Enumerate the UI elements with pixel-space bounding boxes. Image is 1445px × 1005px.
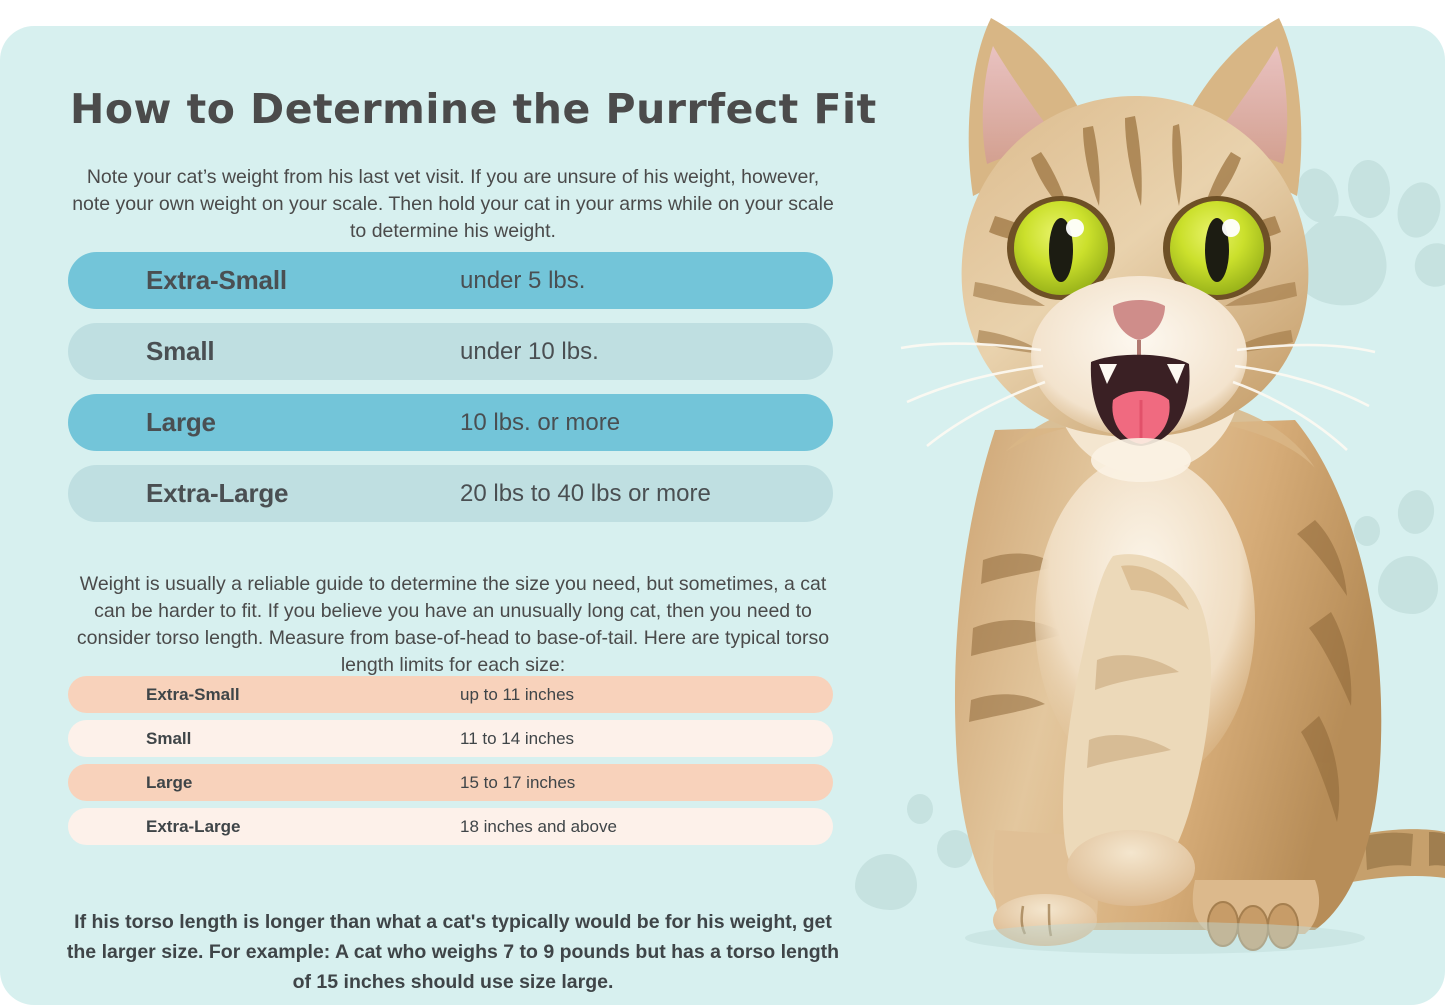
size-label: Extra-Small — [146, 265, 287, 295]
size-label: Extra-Large — [146, 816, 241, 836]
size-value: 11 to 14 inches — [460, 728, 575, 748]
size-label: Large — [146, 407, 216, 437]
size-label: Extra-Small — [146, 684, 240, 704]
intro-paragraph: Note your cat’s weight from his last vet… — [72, 165, 834, 242]
table-row: Extra-Small under 5 lbs. — [68, 252, 833, 309]
size-label: Large — [146, 772, 193, 792]
table-row: Extra-Large 20 lbs to 40 lbs or more — [68, 465, 833, 522]
size-value: 10 lbs. or more — [460, 408, 621, 436]
page-title: How to Determine the Purrfect Fit — [70, 85, 877, 134]
size-label: Small — [146, 336, 215, 366]
table-row: Large 10 lbs. or more — [68, 394, 833, 451]
size-label: Small — [146, 728, 192, 748]
size-value: up to 11 inches — [460, 684, 575, 704]
table-row: Large 15 to 17 inches — [68, 764, 833, 801]
table-row: Extra-Large 18 inches and above — [68, 808, 833, 845]
footer-paragraph: If his torso length is longer than what … — [66, 910, 840, 993]
size-value: under 10 lbs. — [460, 337, 599, 365]
size-value: under 5 lbs. — [460, 266, 586, 294]
torso-length-table: Extra-Small up to 11 inches Small 11 to … — [68, 676, 833, 852]
weight-size-table: Extra-Small under 5 lbs. Small under 10 … — [68, 252, 833, 536]
size-value: 20 lbs to 40 lbs or more — [460, 479, 711, 507]
table-row: Small 11 to 14 inches — [68, 720, 833, 757]
infographic-card: How to Determine the Purrfect Fit Note y… — [0, 26, 1445, 1005]
table-row: Extra-Small up to 11 inches — [68, 676, 833, 713]
paw-print-icon — [1352, 478, 1445, 614]
content-column: How to Determine the Purrfect Fit Note y… — [0, 26, 900, 1005]
size-value: 15 to 17 inches — [460, 772, 576, 792]
size-value: 18 inches and above — [460, 816, 617, 836]
size-label: Extra-Large — [146, 478, 289, 508]
paw-print-icon — [1289, 158, 1445, 343]
table-row: Small under 10 lbs. — [68, 323, 833, 380]
mid-paragraph: Weight is usually a reliable guide to de… — [76, 572, 830, 676]
